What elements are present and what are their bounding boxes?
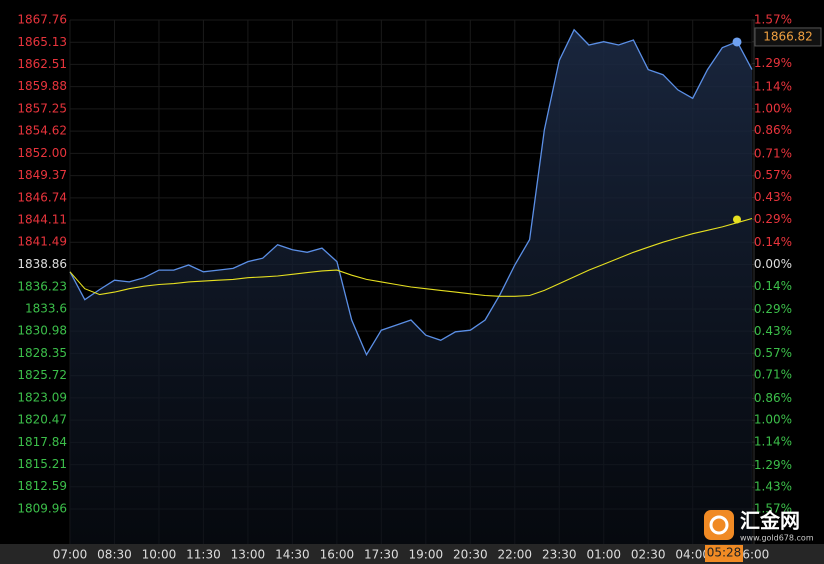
y-tick-label: 1812.59 [17,479,67,493]
x-tick-label: 14:30 [275,548,310,562]
x-tick-label: 11:30 [186,548,221,562]
x-tick-label: 17:30 [364,548,399,562]
y2-tick-label: 0.43% [754,324,792,338]
x-tick-label: 19:00 [409,548,444,562]
last-price-box [754,27,822,47]
y-tick-label: 1809.96 [17,502,67,516]
y-tick-label: 1838.86 [17,257,67,271]
y2-tick-label: 1.29% [754,56,792,70]
x-axis-bar [0,544,824,564]
plot: 1867.76 1865.13 1862.51 1859.88 1857.25 1854.… [17,13,822,562]
y2-tick-label: 1.29% [754,458,792,472]
y-tick-label: 1857.25 [17,101,67,115]
time-box [705,545,743,562]
y-tick-label: 1817.84 [17,435,67,449]
y2-tick-label: 0.86% [754,391,792,405]
y-tick-label: 1815.21 [17,457,67,471]
y-tick-label: 1836.23 [17,279,67,293]
y2-tick-label: 0.14% [754,279,792,293]
y-tick-label: 1828.35 [17,346,67,360]
y-tick-label: 1867.76 [17,13,67,27]
x-tick-label: 07:00 [53,548,88,562]
last-dot [732,37,742,47]
y-tick-label: 1825.72 [17,368,67,382]
y2-tick-label: 1.57% [754,13,792,27]
x-tick-label: 13:00 [231,548,266,562]
x-tick-label: 08:30 [97,548,132,562]
y2-tick-label: 0.71% [754,368,792,382]
y-tick-label: 1862.51 [17,57,67,71]
current-time: 05:28 [707,546,742,560]
y2-tick-label: 0.57% [754,346,792,360]
x-tick-label: 04:00 [675,548,710,562]
y2-tick-label: 0.29% [754,212,792,226]
y-tick-label: 1844.11 [17,213,67,227]
y-tick-label: 1854.62 [17,124,67,138]
x-tick-label: 06:00 [735,548,770,562]
logo-icon [704,510,734,540]
y-tick-label: 1830.98 [17,324,67,338]
y-tick-label: 1823.09 [17,390,67,404]
line [69,28,753,357]
y-tick-label: 1865.13 [17,35,67,49]
y2-tick-label: 0.57% [754,168,792,182]
x-tick-label: 16:00 [320,548,355,562]
y-tick-label: 1833.6 [25,302,67,316]
y-tick-label: 1841.49 [17,235,67,249]
avg-dot [733,215,741,224]
logo-url: www.gold678.com [740,534,814,543]
y-tick-label: 1846.74 [17,190,67,204]
y-tick-label: 1852.00 [17,146,67,160]
y2-tick-label: 1.57% [754,502,792,516]
y2-tick-label: 1.14% [754,79,792,93]
x-tick-label: 22:00 [497,548,532,562]
y2-tick-label: 0.71% [754,146,792,160]
last-price-label: 1866.82 [763,29,813,43]
y-tick-label: 1849.37 [17,168,67,182]
y2-tick-label: 0.86% [754,123,792,137]
line [69,217,753,297]
x-tick-label: 01:00 [586,548,621,562]
y2-tick-label: 1.43% [754,480,792,494]
logo-ring [709,515,729,535]
x-tick-label: 20:30 [453,548,488,562]
x-tick-label: 10:00 [142,548,177,562]
logo-name: 汇金网 [740,509,800,533]
x-tick-label: 23:30 [542,548,577,562]
y2-tick-label: 0.29% [754,302,792,316]
y2-tick-label: 1.00% [754,101,792,115]
y2-tick-label: 0.14% [754,235,792,249]
y2-tick-label: 0.43% [754,190,792,204]
watermark: 汇金网 www.gold678.com [704,509,814,543]
y-tick-label: 1820.47 [17,413,67,427]
area [70,29,752,545]
y2-tick-label: 0.00% [754,257,792,271]
y-tick-label: 1859.88 [17,79,67,93]
y2-tick-label: 1.00% [754,413,792,427]
y2-tick-label: 1.14% [754,435,792,449]
x-tick-label: 02:30 [631,548,666,562]
